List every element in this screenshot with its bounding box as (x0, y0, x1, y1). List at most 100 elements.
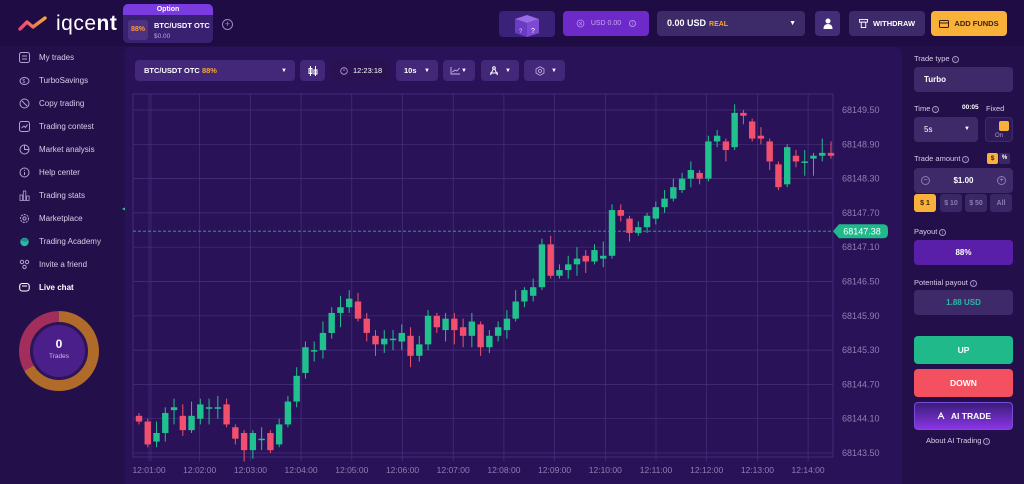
time-countdown: 00:05 (962, 104, 979, 111)
candle (626, 218, 633, 233)
toggle-state: On (994, 133, 1003, 139)
candle (363, 318, 370, 333)
add-tab-button[interactable]: + (222, 19, 233, 30)
chart-type-button[interactable] (300, 60, 325, 81)
demo-balance-button[interactable]: USD 0.00 i (563, 11, 649, 36)
bar-chart-icon (19, 190, 30, 201)
fixed-time-toggle[interactable]: On (985, 117, 1013, 142)
chevron-down-icon: ▼ (551, 67, 557, 74)
account-selector[interactable]: 0.00 USD REAL ▼ (657, 11, 805, 36)
y-axis-label: 68148.90 (842, 139, 880, 149)
trades-donut[interactable]: 0 Trades (19, 311, 99, 391)
chevron-down-icon: ▼ (964, 126, 970, 132)
sidebar-item-copy-trading[interactable]: Copy trading (19, 98, 84, 109)
logo[interactable]: iqcent (18, 12, 117, 36)
chat-icon (19, 282, 30, 292)
toggle-knob (999, 121, 1009, 131)
sidebar-item-help-center[interactable]: Help center (19, 167, 80, 178)
candle (214, 407, 222, 409)
sidebar-item-my-trades[interactable]: My trades (19, 52, 74, 63)
candle (775, 164, 782, 188)
sidebar-item-market-analysis[interactable]: Market analysis (19, 144, 95, 155)
asset-tab-header: Option (123, 4, 213, 15)
sidebar-item-trading-contest[interactable]: Trading contest (19, 121, 94, 132)
ai-trade-button[interactable]: AI TRADE (914, 402, 1013, 430)
fixed-label: Fixed (986, 104, 1005, 113)
candle (284, 401, 292, 425)
candle (819, 152, 826, 156)
x-axis-label: 12:08:00 (487, 465, 520, 475)
preset-1[interactable]: $ 1 (914, 194, 936, 212)
time-selector[interactable]: 5s ▼ (914, 117, 978, 142)
withdraw-icon (858, 19, 868, 28)
sidebar-item-trading-stats[interactable]: Trading stats (19, 190, 85, 201)
sidebar-item-invite-friend[interactable]: Invite a friend (19, 259, 87, 270)
y-axis-label: 68143.50 (842, 448, 880, 458)
candle (731, 112, 738, 148)
copy-icon (19, 98, 30, 109)
info-icon[interactable]: i (951, 55, 959, 63)
candle (416, 344, 423, 356)
svg-text:$: $ (23, 79, 26, 85)
x-axis-label: 12:11:00 (640, 465, 673, 475)
candle (442, 318, 449, 331)
candle (267, 432, 274, 451)
preset-50[interactable]: $ 50 (965, 194, 987, 212)
decrease-amount-button[interactable]: − (921, 176, 930, 185)
about-ai-link[interactable]: About AI Trading i (926, 436, 991, 445)
asset-tab[interactable]: Option 88% BTC/USDT OTC $0.00 (123, 4, 213, 43)
sidebar: My trades $ TurboSavings Copy trading Tr… (0, 46, 122, 484)
compass-icon (490, 65, 498, 75)
info-icon[interactable]: i (939, 228, 947, 236)
candle (801, 161, 808, 163)
candle (258, 438, 265, 441)
trade-type-selector[interactable]: Turbo (914, 67, 1013, 92)
x-axis-label: 12:07:00 (437, 465, 470, 475)
down-button[interactable]: DOWN (914, 369, 1013, 397)
y-axis-label: 68145.90 (842, 311, 880, 321)
candle (608, 210, 616, 256)
info-icon[interactable]: i (629, 20, 637, 27)
candle (643, 215, 651, 228)
profile-button[interactable] (815, 11, 840, 36)
drawing-tools-button[interactable]: ▼ (481, 60, 519, 81)
ai-icon (937, 411, 945, 420)
preset-all[interactable]: All (990, 194, 1012, 212)
mystery-box-button[interactable]: ? ? (499, 11, 555, 37)
trade-type-label: Trade type i (914, 54, 959, 63)
info-icon[interactable]: i (932, 105, 940, 113)
sidebar-item-live-chat[interactable]: Live chat (19, 282, 74, 293)
candlestick-icon (308, 65, 317, 76)
candle (188, 415, 195, 431)
add-funds-button[interactable]: ADD FUNDS (931, 11, 1007, 36)
pie-chart-icon (19, 144, 30, 155)
info-icon[interactable]: i (969, 279, 977, 287)
candle (529, 287, 537, 296)
candle (389, 338, 397, 341)
candle (170, 407, 178, 411)
account-type: REAL (709, 21, 729, 28)
candle (635, 227, 642, 233)
sidebar-item-turbosavings[interactable]: $ TurboSavings (19, 75, 88, 86)
withdraw-button[interactable]: WITHDRAW (849, 11, 925, 36)
sidebar-item-marketplace[interactable]: Marketplace (19, 213, 83, 224)
chevron-down-icon: ▼ (281, 67, 287, 74)
candle (713, 135, 721, 142)
info-icon[interactable]: i (962, 155, 970, 163)
increase-amount-button[interactable]: + (997, 176, 1006, 185)
unit-dollar-toggle[interactable]: $ (987, 153, 998, 164)
preset-10[interactable]: $ 10 (940, 194, 962, 212)
unit-percent-toggle[interactable]: % (999, 153, 1010, 164)
candle (670, 187, 677, 199)
amount-input[interactable]: − $1.00 + (914, 168, 1013, 193)
price-chart[interactable]: 68149.50 68148.90 68148.30 68147.70 68147.10… (125, 47, 902, 484)
candle (591, 250, 598, 262)
candle (696, 172, 703, 179)
trades-label: Trades (49, 353, 69, 360)
chart-settings-button[interactable]: ▼ (524, 60, 565, 81)
asset-selector[interactable]: BTC/USDT OTC 88% ▼ (135, 60, 295, 81)
indicators-button[interactable]: ▼ (443, 60, 475, 81)
up-button[interactable]: UP (914, 336, 1013, 364)
timeframe-selector[interactable]: 10s ▼ (396, 60, 438, 81)
sidebar-item-trading-academy[interactable]: Trading Academy (19, 236, 101, 247)
